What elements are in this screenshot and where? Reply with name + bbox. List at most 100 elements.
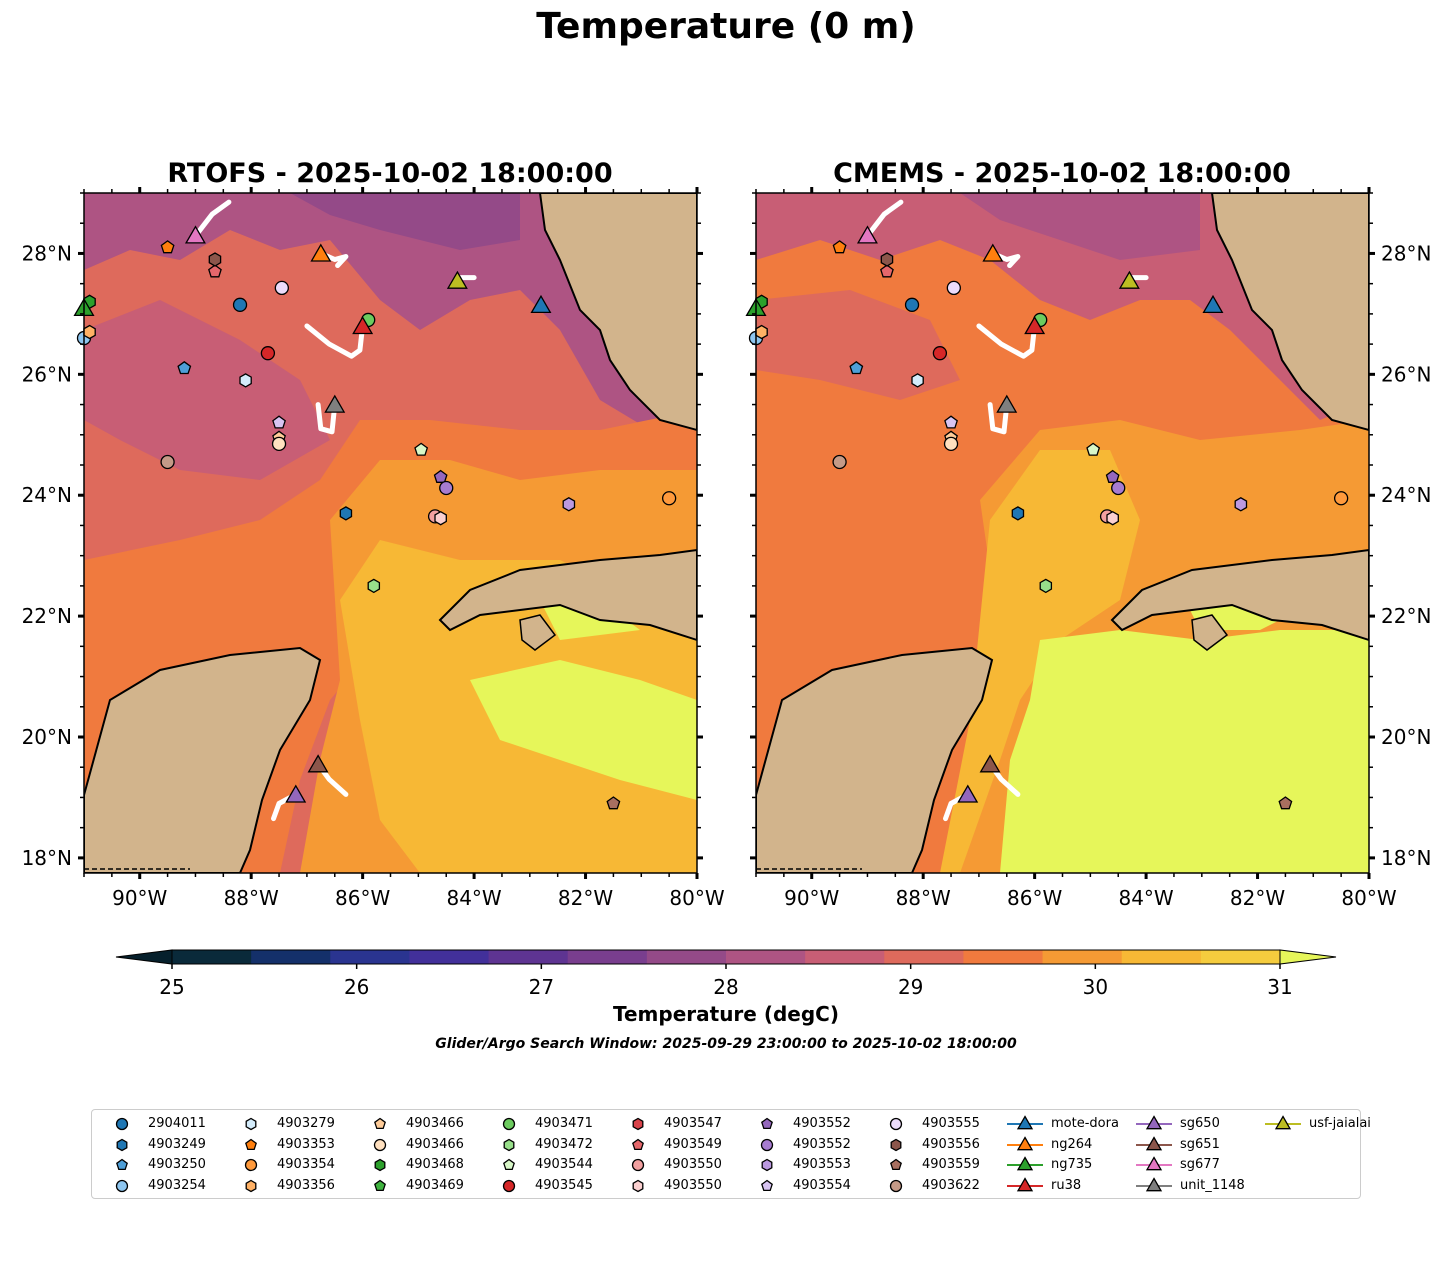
lat-tick-label: 28°N [1381,241,1431,265]
legend-marker [245,1117,257,1131]
obs-marker-4903545 [932,346,948,361]
legend-label: ng264 [1051,1136,1093,1152]
lon-tick-label: 90°W [784,886,839,910]
legend-marker [890,1158,902,1171]
obs-marker-sg651 [307,754,329,773]
legend-marker [374,1158,386,1172]
lat-tick-label: 24°N [22,483,72,507]
legend-label: 4903550 [664,1177,722,1193]
legend-marker [1145,1135,1163,1150]
legend-swatch [1136,1135,1172,1150]
lon-tick-label: 80°W [1341,886,1396,910]
florida-land [1210,193,1369,432]
colorbar-tick-label: 28 [713,975,738,999]
lat-tick-label: 28°N [22,241,72,265]
colorbar-over-extension [1279,949,1337,965]
legend-marker [632,1179,644,1192]
legend-marker [374,1179,386,1191]
glider-track-line [304,323,366,359]
glider-track-line [867,199,904,235]
legend-swatch [1136,1156,1172,1171]
colorbar-tick-label: 30 [1083,975,1108,999]
legend-label: 4903249 [148,1136,206,1152]
legend-swatch [502,1179,516,1192]
obs-marker-4903544 [414,442,429,456]
colorbar-bin [1200,950,1281,964]
legend-label: 4903556 [922,1136,980,1152]
legend-label: 4903471 [535,1116,593,1131]
legend-marker [245,1138,257,1150]
obs-marker-usf-jaialai [1118,270,1140,289]
legend-swatch [115,1117,129,1131]
legend-swatch [631,1158,645,1172]
legend-label: 4903466 [406,1116,464,1131]
legend-marker [761,1117,773,1130]
lat-tick-label: 26°N [22,362,72,386]
legend-swatch [761,1179,773,1191]
legend-swatch [373,1138,387,1151]
legend-marker [889,1117,903,1131]
legend-swatch [890,1158,902,1171]
legend-swatch [244,1158,258,1172]
lat-tick-label: 18°N [1381,846,1431,870]
temperature-contour-29 [756,290,960,400]
legend-label: sg677 [1180,1157,1220,1172]
obs-marker-sg677 [184,225,206,244]
legend-swatch [503,1138,515,1151]
legend-marker [245,1179,257,1192]
temperature-contour-over-2 [540,600,640,640]
legend-swatch [115,1179,129,1192]
colorbar-bin [409,950,490,964]
legend: 2904011 4903249 4903250 4903254 4903279 49033… [91,1109,1371,1199]
obs-marker-ng264 [982,243,1004,262]
obs-marker-2904011 [232,297,248,312]
legend-label: 4903544 [535,1157,593,1172]
figure-title: Temperature (0 m) [536,6,916,47]
colorbar-bin [567,950,648,964]
colorbar-bin [488,950,569,964]
legend-marker [761,1158,773,1172]
legend-marker [116,1158,128,1171]
lon-tick-label: 84°W [446,886,501,910]
obs-marker-4903249 [339,506,353,521]
obs-marker-4903466 [271,436,287,451]
legend-label: 4903468 [406,1157,464,1172]
legend-swatch [761,1117,773,1130]
legend-swatch [502,1117,516,1131]
legend-marker [761,1179,773,1191]
legend-marker [116,1138,128,1151]
yucatan-land [756,646,994,873]
legend-swatch [116,1158,128,1171]
obs-marker-4903550 [434,510,447,526]
lat-tick-label: 24°N [1381,483,1431,507]
obs-marker-4903555 [274,280,289,296]
legend-label: 4903555 [922,1116,980,1131]
obs-marker-4903549 [880,264,894,278]
legend-marker [1145,1156,1163,1171]
colorbar-bin [884,950,964,964]
legend-label: sg650 [1180,1116,1220,1131]
legend-marker [115,1117,129,1131]
glider-track-line [315,402,338,435]
cuba-land [438,548,697,642]
legend-label: 4903554 [793,1177,851,1193]
colorbar-bin [251,950,331,964]
legend-marker [1145,1115,1163,1130]
legend-marker [115,1179,129,1192]
legend-label: 4903466 [406,1136,464,1152]
panel-title-rtofs: RTOFS - 2025-10-02 18:00:00 [167,158,613,189]
observation-markers [745,225,1349,810]
legend-swatch [1007,1135,1043,1150]
obs-marker-4903553 [1234,497,1248,512]
colorbar-tick-label: 27 [529,975,554,999]
search-window-text: Glider/Argo Search Window: 2025-09-29 23… [435,1036,1017,1052]
legend-swatch [245,1179,257,1192]
obs-marker-4903353 [160,240,175,254]
panel-title-cmems: CMEMS - 2025-10-02 18:00:00 [833,158,1291,189]
obs-marker-4903552 [439,480,454,496]
legend-swatch [1007,1115,1043,1130]
legend-label: ng735 [1051,1157,1093,1172]
colorbar-tick-label: 25 [159,975,184,999]
legend-label: 4903550 [664,1157,722,1172]
